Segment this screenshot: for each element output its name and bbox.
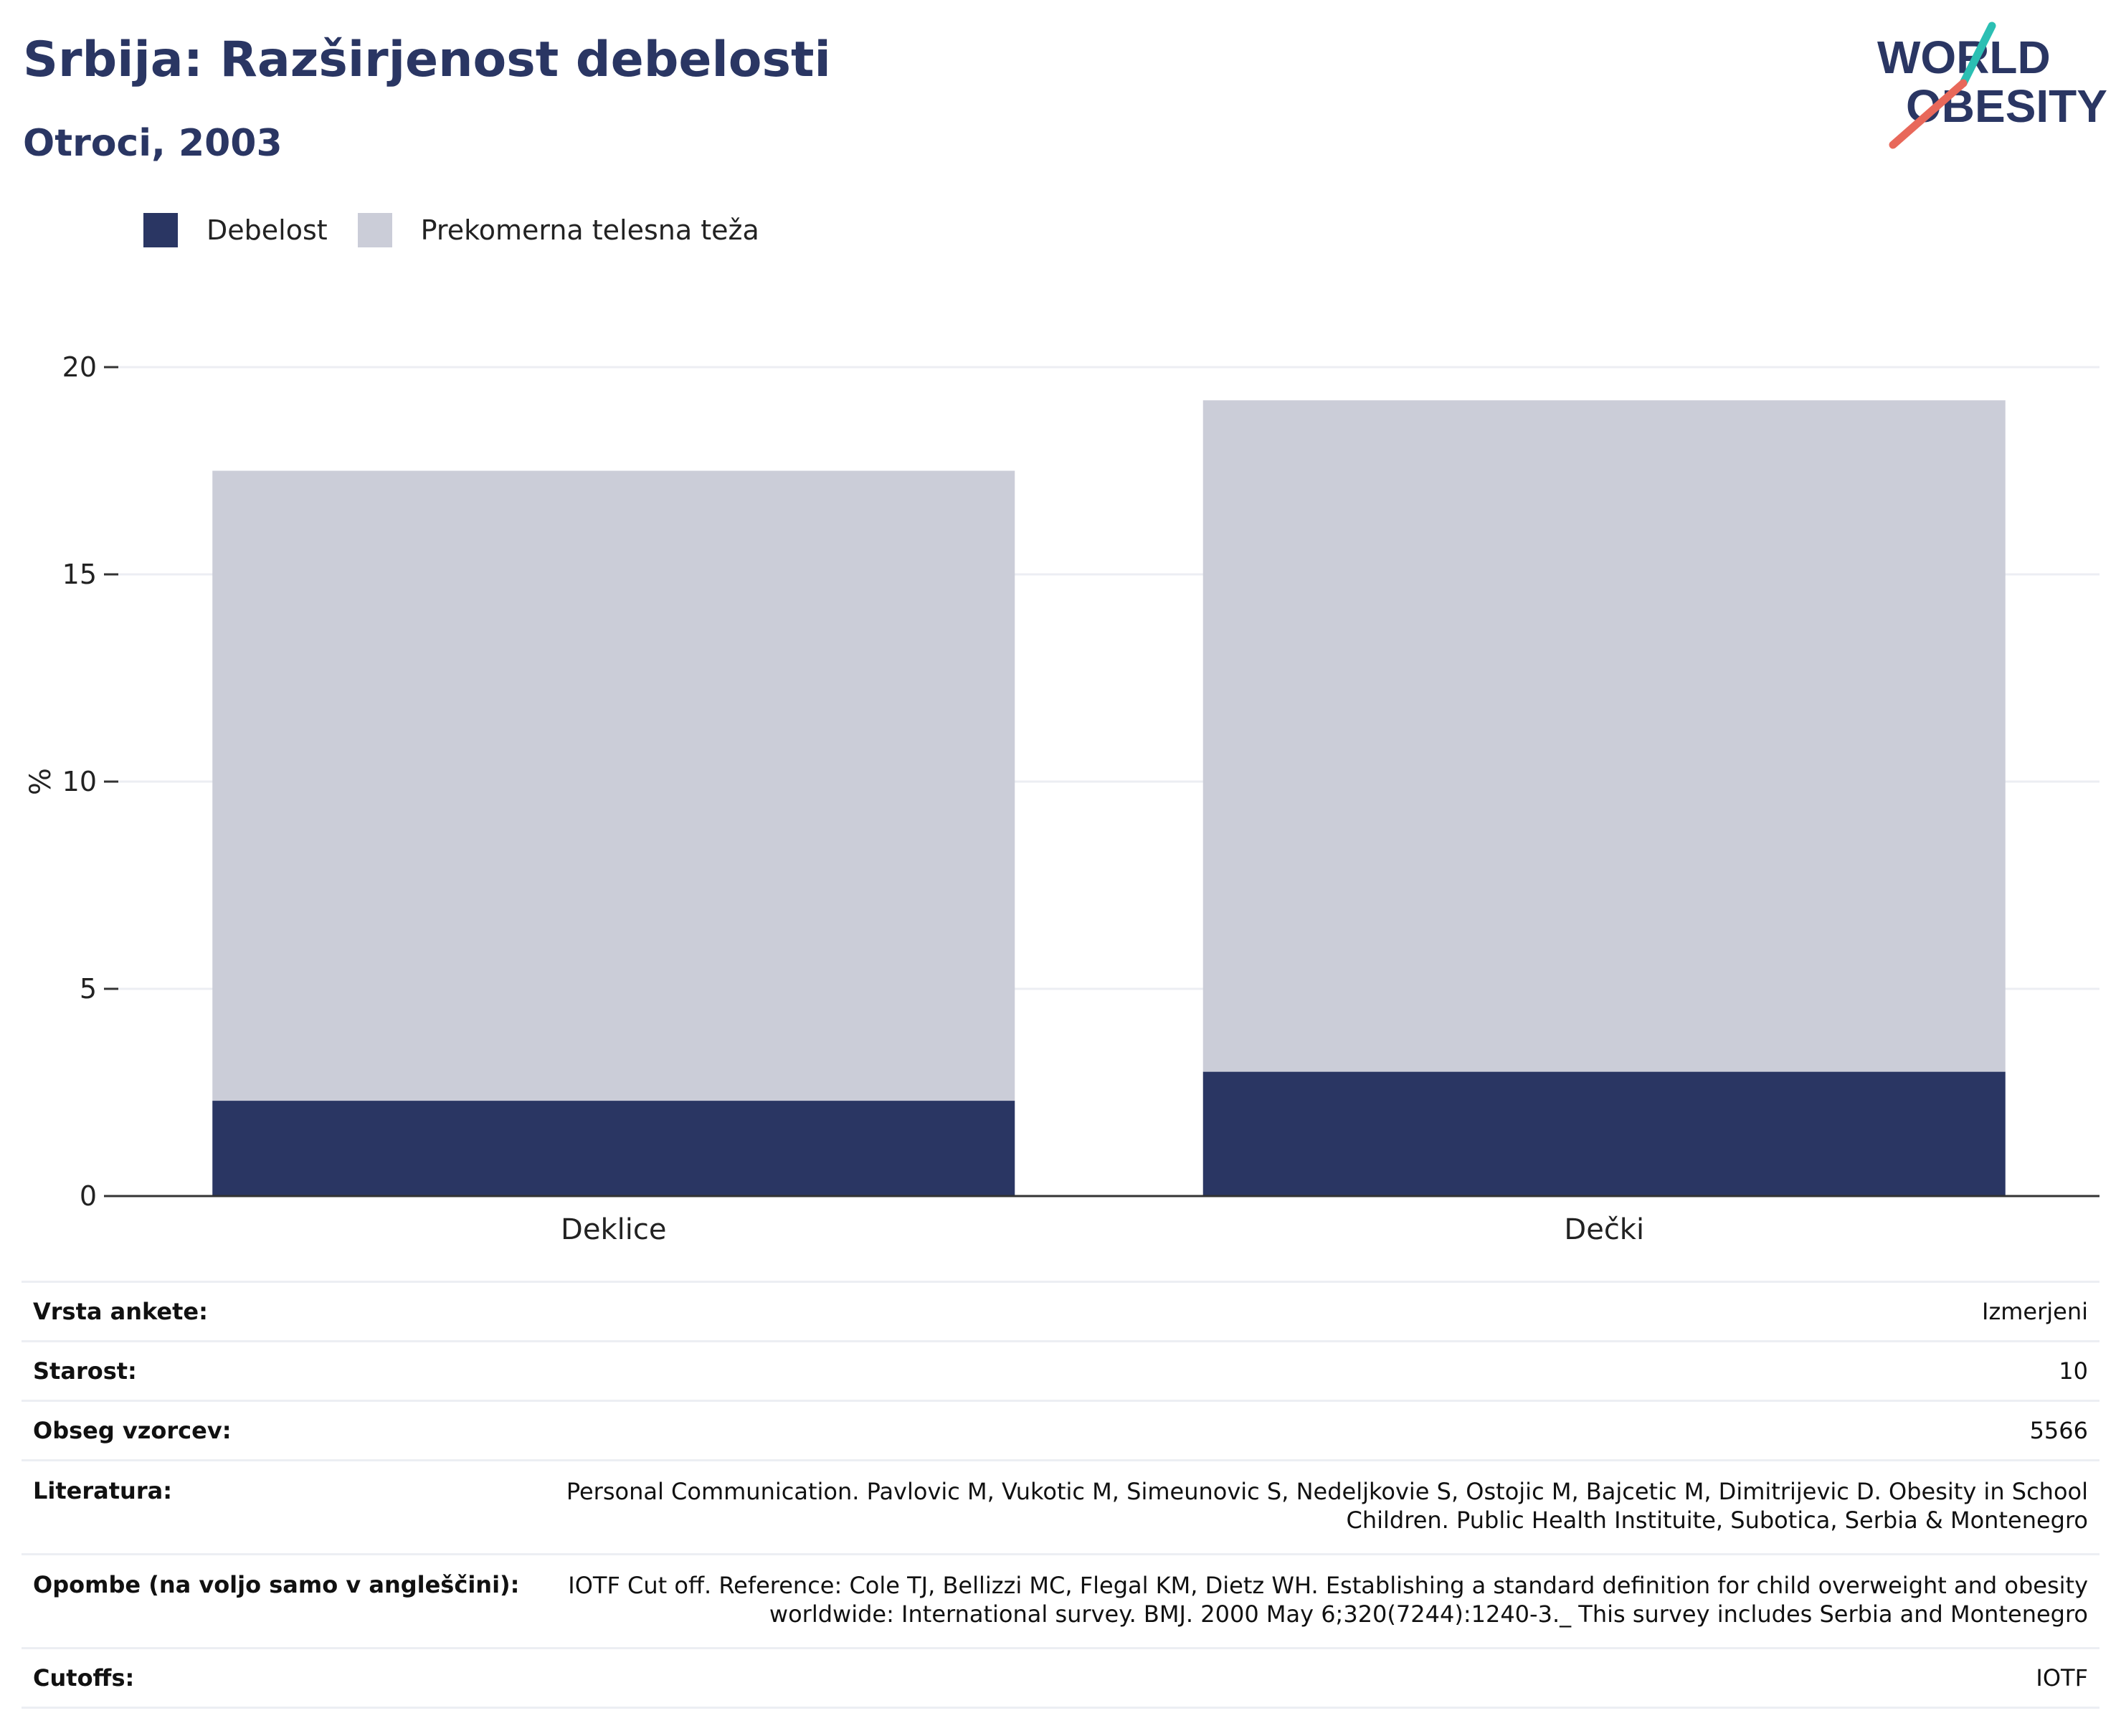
axes: 0 5 10 15 20% Deklice Dečki xyxy=(24,351,2099,1246)
survey-info-table: Vrsta ankete: Izmerjeni Starost: 10 Obse… xyxy=(22,1281,2099,1709)
info-row-age: Starost: 10 xyxy=(22,1340,2099,1401)
legend-label-obesity: Debelost xyxy=(207,214,328,246)
x-tick-label: Deklice xyxy=(561,1213,666,1246)
info-row-references: Literatura: Personal Communication. Pavl… xyxy=(22,1459,2099,1555)
legend-swatch-overweight xyxy=(357,213,392,247)
info-value: Personal Communication. Pavlovic M, Vuko… xyxy=(546,1459,2099,1555)
info-label: Obseg vzorcev: xyxy=(22,1400,546,1461)
legend-item-overweight[interactable]: Prekomerna telesna teža xyxy=(357,213,759,247)
logo-slash-coral xyxy=(1889,79,1968,149)
chart-title: Srbija: Razširjenost debelosti xyxy=(23,32,831,88)
info-row-cutoffs: Cutoffs: IOTF xyxy=(22,1647,2099,1709)
legend-item-obesity[interactable]: Debelost xyxy=(143,213,328,247)
logo-slash-teal xyxy=(1959,22,1996,87)
y-tick-label: 0 xyxy=(80,1180,97,1212)
info-row-sample-size: Obseg vzorcev: 5566 xyxy=(22,1400,2099,1461)
info-value: 5566 xyxy=(546,1400,2099,1461)
chart-legend: Debelost Prekomerna telesna teža xyxy=(143,213,789,247)
y-axis-label: % xyxy=(24,768,57,795)
info-value: IOTF Cut off. Reference: Cole TJ, Belliz… xyxy=(546,1553,2099,1649)
info-value: 10 xyxy=(546,1340,2099,1401)
y-tick-label: 20 xyxy=(62,351,97,383)
chart-subtitle: Otroci, 2003 xyxy=(23,122,283,165)
x-tick-label: Dečki xyxy=(1564,1213,1644,1246)
bar-segment-obesity xyxy=(212,1101,1015,1196)
legend-label-overweight: Prekomerna telesna teža xyxy=(420,214,759,246)
info-label: Vrsta ankete: xyxy=(22,1281,546,1342)
legend-swatch-obesity xyxy=(143,213,178,247)
world-obesity-logo: WORLD OBESITY xyxy=(1877,22,2107,149)
info-row-survey-type: Vrsta ankete: Izmerjeni xyxy=(22,1281,2099,1342)
y-tick-label: 5 xyxy=(80,973,97,1005)
info-row-notes: Opombe (na voljo samo v angleščini): IOT… xyxy=(22,1553,2099,1649)
bars xyxy=(212,400,2006,1196)
bar-segment-obesity xyxy=(1202,1071,2006,1196)
bar-segment-overweight xyxy=(1202,400,2006,1072)
info-label: Cutoffs: xyxy=(22,1647,546,1709)
y-tick-label: 10 xyxy=(62,766,97,797)
info-label: Opombe (na voljo samo v angleščini): xyxy=(22,1553,546,1649)
info-label: Starost: xyxy=(22,1340,546,1401)
bar-chart: 0 5 10 15 20% Deklice Dečki xyxy=(24,351,2099,1246)
y-tick-label: 15 xyxy=(62,559,97,590)
info-value: IOTF xyxy=(546,1647,2099,1709)
bar-segment-overweight xyxy=(212,470,1015,1101)
info-value: Izmerjeni xyxy=(546,1281,2099,1342)
info-label: Literatura: xyxy=(22,1459,546,1555)
